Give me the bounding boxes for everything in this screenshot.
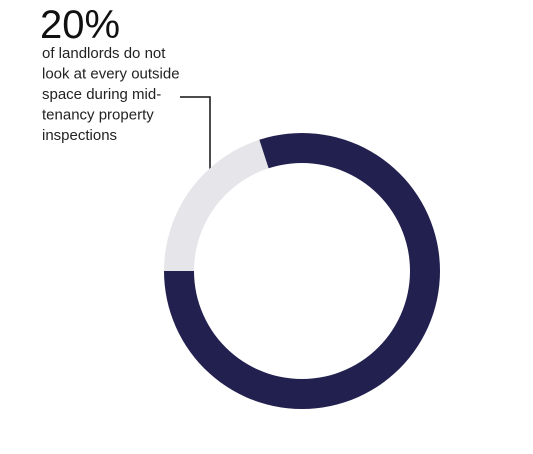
annotation-line: of landlords do not xyxy=(42,45,166,62)
annotation-line: inspections xyxy=(42,127,117,144)
leader-line xyxy=(180,96,211,186)
annotation-line: tenancy property xyxy=(42,107,154,124)
annotation-line: look at every outside xyxy=(42,66,180,83)
donut-segment xyxy=(164,139,269,271)
annotation-line: space during mid- xyxy=(42,86,161,103)
value-label: 20% xyxy=(40,3,120,47)
